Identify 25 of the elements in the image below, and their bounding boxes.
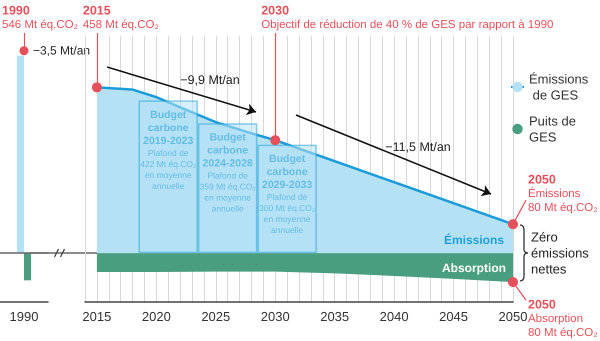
x-tick-label: 2030 [260,309,290,324]
data-label: Budget carbone 2024-2028 Plafond de 359 Mt éq.CO₂ en moyenne annuelle [200,132,256,214]
annotation: Émissions [444,233,504,247]
x-tick-label: 1990 [10,309,38,324]
legend-label: Puits de GES [529,114,580,144]
x-tick-label: 2025 [201,309,230,324]
annotation: −11,5 Mt/an [385,140,451,154]
legend-label: Émissions de GES [529,72,589,102]
annotation: −3,5 Mt/an [33,44,90,58]
annotation: 2030 Objectif de réduction de 40 % de GES par rapport à 1990 [261,4,554,31]
data-label: Budget carbone 2029-2033 Plafond de 300 Mt éq.CO₂ en moyenne annuelle [259,153,316,236]
x-tick-label: 2015 [82,309,112,324]
x-tick-label: 2020 [142,309,171,324]
annotation: 2015 458 Mt éq.CO₂ [82,4,159,31]
annotation: 1990 546 Mt éq.CO₂ [2,4,78,31]
annotation: 2050 Absorption 80 Mt éq.CO₂ [528,298,598,340]
data-label: Budget carbone 2019-2023 Plafond de 422 Mt éq.CO₂ en moyenne annuelle [140,108,196,191]
x-tick-label: 2040 [380,309,409,324]
x-tick-label: 2045 [439,309,468,324]
text: Zéro émissions nettes [531,230,590,277]
x-tick-label: 2035 [320,309,350,324]
annotation: −9,9 Mt/an [180,73,240,87]
x-tick-label: 2050 [498,309,528,324]
annotation: 2050 Émissions 80 Mt éq.CO₂ [528,172,598,214]
annotation: Absorption [442,261,506,275]
